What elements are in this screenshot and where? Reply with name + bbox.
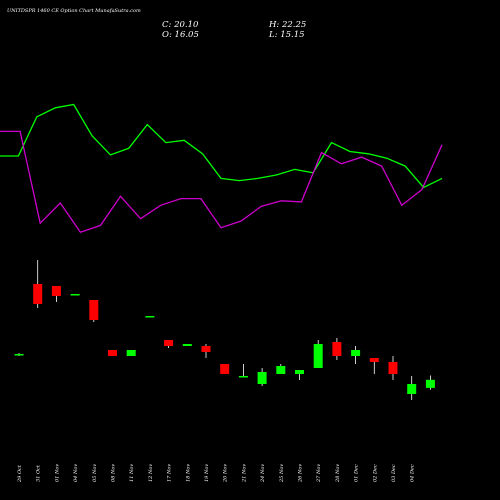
candle [33, 260, 43, 308]
candle-body [89, 300, 99, 320]
indicator-line-2 [0, 130, 443, 233]
x-tick-label: 04 Dec [410, 464, 416, 482]
x-tick-label: 19 Nov [204, 464, 210, 482]
candle [295, 370, 304, 380]
x-tick-label: 28 Nov [335, 464, 341, 483]
open-value: O: 16.05 [162, 30, 199, 40]
x-tick-label: 01 Nov [54, 464, 60, 482]
indicator-lines [0, 103, 443, 233]
candle-body [145, 316, 155, 318]
candle-body [257, 372, 267, 384]
x-axis-labels: 29 Oct 31 Oct 01 Nov 04 Nov 05 Nov 08 Nov 11 N… [17, 464, 416, 483]
high-value: H: 22.25 [269, 20, 307, 30]
x-tick-label: 08 Nov [111, 464, 117, 482]
candle [369, 358, 379, 374]
candle-body [388, 362, 398, 374]
candle-body [108, 350, 117, 356]
candle [70, 294, 80, 296]
x-tick-label: 04 Nov [73, 464, 79, 482]
x-tick-label: 26 Nov [298, 464, 304, 483]
candle-body [425, 379, 435, 388]
candle-body [70, 294, 80, 296]
x-tick-label: 21 Nov [241, 464, 247, 483]
candle [257, 368, 267, 386]
x-tick-label: 03 Dec [391, 464, 397, 482]
candle [351, 346, 361, 364]
candle-body [201, 346, 211, 352]
x-tick-label: 01 Dec [354, 464, 360, 482]
candle-body [126, 350, 136, 356]
candle-body [51, 286, 61, 296]
candle-body [164, 340, 174, 346]
x-tick-label: 29 Oct [17, 464, 23, 483]
candle [388, 356, 398, 380]
candle-body [182, 344, 192, 346]
x-tick-label: 24 Nov [260, 464, 266, 483]
chart-title: UNITDSPR 1460 CE Option Chart MunafaSutr… [7, 8, 141, 14]
x-tick-label: 05 Nov [92, 464, 98, 482]
indicator-line-1 [0, 103, 443, 189]
candle [220, 364, 230, 374]
close-value: C: 20.10 [162, 20, 199, 30]
x-tick-label: 11 Nov [129, 464, 135, 482]
candle [145, 316, 155, 318]
candle-body [295, 370, 304, 374]
candle [51, 286, 61, 302]
x-tick-label: 31 Oct [36, 464, 42, 482]
candle [425, 375, 435, 390]
x-tick-label: 02 Dec [372, 464, 378, 482]
candle [276, 364, 286, 374]
candle-body [407, 384, 417, 394]
candle [313, 340, 323, 368]
low-value: L: 15.15 [269, 30, 305, 40]
x-tick-label: 12 Nov [148, 464, 154, 482]
candle-body [351, 350, 361, 356]
candle [182, 344, 192, 346]
x-tick-label: 20 Nov [223, 464, 229, 483]
candle-body [369, 358, 379, 362]
candles [14, 260, 435, 400]
candle-body [33, 284, 43, 304]
candle [201, 344, 211, 358]
candle [238, 364, 248, 378]
candle [108, 350, 117, 356]
candle [126, 350, 136, 356]
candle [164, 340, 174, 348]
candle-body [332, 342, 342, 356]
candle [332, 338, 342, 360]
x-tick-label: 18 Nov [185, 464, 191, 482]
candle-body [313, 344, 323, 368]
candle [14, 353, 24, 356]
candle-body [276, 366, 286, 374]
candle [89, 300, 99, 322]
candle-body [238, 376, 248, 378]
x-tick-label: 27 Nov [316, 464, 322, 483]
x-tick-label: 17 Nov [167, 464, 173, 482]
candle-body [14, 354, 24, 356]
candle-body [220, 364, 230, 374]
x-tick-label: 25 Nov [279, 464, 285, 483]
candle [407, 376, 417, 400]
